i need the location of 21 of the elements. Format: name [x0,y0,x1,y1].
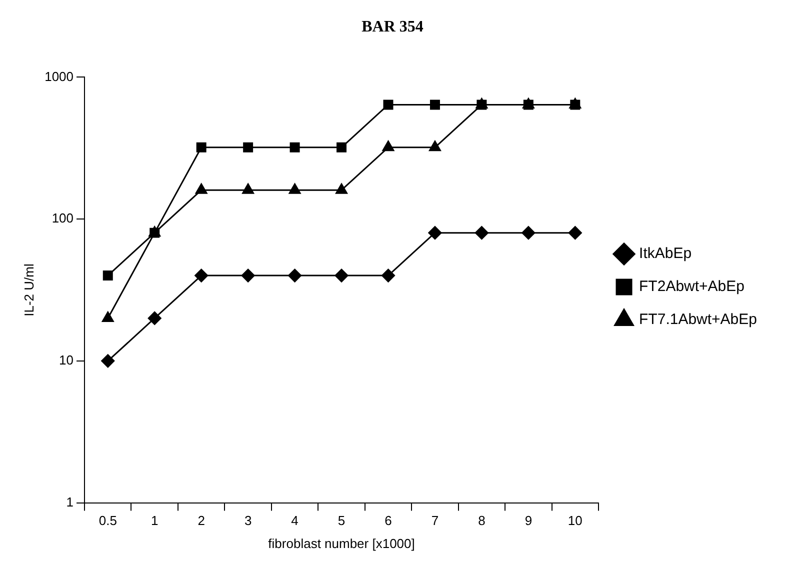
legend-label: FT7.1Abwt+AbEp [639,311,758,328]
x-tick-label: 10 [568,513,582,528]
x-tick-label: 1 [150,513,158,528]
x-tick-label: 7 [431,513,439,528]
x-tick-label: 2 [198,513,205,528]
x-tick-label: 0.5 [98,513,117,528]
x-tick-label: 9 [524,513,532,528]
y-tick-label: 100 [52,210,74,226]
y-tick-label: 1 [66,494,74,510]
x-tick-label: 8 [478,513,486,528]
x-tick-label: 4 [291,513,298,528]
legend-label: FT2Abwt+AbEp [639,278,744,296]
legend-label: ItkAbEp [639,245,692,262]
chart-title: BAR 354 [362,18,424,36]
x-axis-title: fibroblast number [x1000] [268,536,415,551]
y-tick-label: 10 [59,352,74,368]
x-tick-label: 5 [338,513,346,528]
x-tick-label: 6 [384,513,392,528]
y-tick-label: 1000 [44,68,74,84]
y-axis-title: IL-2 U/ml [21,264,36,316]
x-tick-label: 3 [244,513,252,528]
